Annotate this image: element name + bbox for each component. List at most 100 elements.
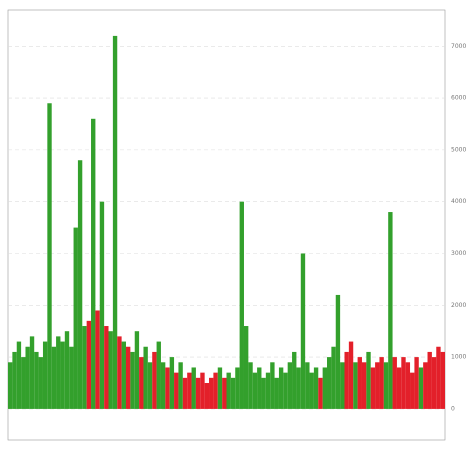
bar [56,336,61,409]
bar [261,377,266,409]
bar [156,341,161,409]
bar [187,372,192,409]
bar [174,372,179,409]
bar [178,362,183,409]
bar [327,357,332,409]
bar [204,383,210,409]
bar [108,331,113,409]
bar [38,357,43,409]
bar [278,367,284,409]
bar [243,326,249,409]
bar [147,362,153,409]
bar [353,362,358,409]
bar [165,367,170,409]
bar [34,351,39,409]
bar [292,351,297,409]
bar [366,351,371,409]
bar [12,351,17,409]
bar [270,362,275,409]
bar [226,372,231,409]
bar [418,367,424,409]
bar [91,118,96,409]
bar [143,346,148,409]
bar [410,372,415,409]
y-tick-label: 5000 [451,146,466,153]
bar [121,341,126,409]
bar [357,357,362,409]
bar [230,377,236,409]
bar [222,377,227,409]
bar [29,336,35,409]
bar [152,351,157,409]
bar [318,377,323,409]
y-tick-label: 4000 [451,198,466,205]
y-tick-label: 7000 [451,43,466,50]
bar [117,336,122,409]
y-tick-label: 2000 [451,302,466,309]
y-tick-label: 1000 [451,354,466,361]
bar [265,372,271,409]
bar [414,357,419,409]
bar [82,326,87,409]
bar [257,367,262,409]
bar [64,331,70,409]
bar [392,357,397,409]
bar [305,362,310,409]
bar [331,346,336,409]
bar [104,326,109,409]
bar [169,357,175,409]
bar [86,320,92,409]
bar [235,367,240,409]
bar [427,351,432,409]
bar [348,341,354,409]
bar [431,357,437,409]
bar [344,351,349,409]
bar [112,35,118,409]
bar [370,367,376,409]
bar [213,372,218,409]
bar [296,367,301,409]
bar [42,341,48,409]
bar [191,367,196,409]
bar [217,367,223,409]
bar [60,341,65,409]
bar [99,201,105,409]
bar [16,341,22,409]
bar [287,362,293,409]
bar [21,357,26,409]
bar [274,377,279,409]
bar [25,346,30,409]
y-tick-label: 3000 [451,250,466,257]
bar [209,377,214,409]
bar [139,357,144,409]
bar [239,201,244,409]
bar [200,372,205,409]
bar [69,346,74,409]
bar [401,357,406,409]
y-tick-label: 0 [451,405,455,412]
bar [375,362,380,409]
bar [405,362,411,409]
bar [160,362,166,409]
bar [248,362,253,409]
bar [436,346,441,409]
bar [361,362,367,409]
bar [77,160,83,409]
bar [309,372,314,409]
bar [283,372,288,409]
bar [383,362,389,409]
bar [8,362,13,409]
bar [125,346,131,409]
bar [379,357,384,409]
bar [47,103,52,409]
bar [73,227,78,409]
bar [134,331,140,409]
bar [195,377,201,409]
bar [95,310,100,409]
bar [388,212,393,409]
bar [252,372,258,409]
bar [300,253,306,409]
bar [396,367,402,409]
bar [313,367,319,409]
